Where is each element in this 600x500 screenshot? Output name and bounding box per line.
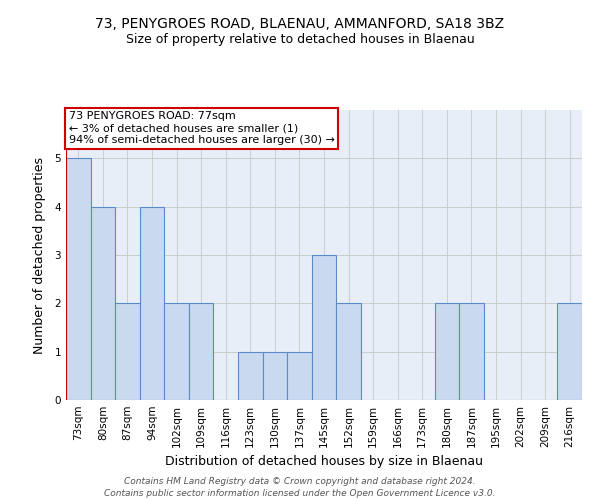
Bar <box>557 304 582 400</box>
Bar <box>189 304 214 400</box>
Bar <box>336 304 361 400</box>
Y-axis label: Number of detached properties: Number of detached properties <box>33 156 46 354</box>
Bar <box>115 304 140 400</box>
Bar <box>238 352 263 400</box>
Text: 73, PENYGROES ROAD, BLAENAU, AMMANFORD, SA18 3BZ: 73, PENYGROES ROAD, BLAENAU, AMMANFORD, … <box>95 18 505 32</box>
Bar <box>312 255 336 400</box>
Bar <box>263 352 287 400</box>
X-axis label: Distribution of detached houses by size in Blaenau: Distribution of detached houses by size … <box>165 456 483 468</box>
Bar <box>287 352 312 400</box>
Bar <box>459 304 484 400</box>
Bar <box>66 158 91 400</box>
Bar <box>140 206 164 400</box>
Text: Contains HM Land Registry data © Crown copyright and database right 2024.
Contai: Contains HM Land Registry data © Crown c… <box>104 476 496 498</box>
Bar <box>434 304 459 400</box>
Text: Size of property relative to detached houses in Blaenau: Size of property relative to detached ho… <box>125 32 475 46</box>
Bar <box>91 206 115 400</box>
Bar <box>164 304 189 400</box>
Text: 73 PENYGROES ROAD: 77sqm
← 3% of detached houses are smaller (1)
94% of semi-det: 73 PENYGROES ROAD: 77sqm ← 3% of detache… <box>68 112 334 144</box>
